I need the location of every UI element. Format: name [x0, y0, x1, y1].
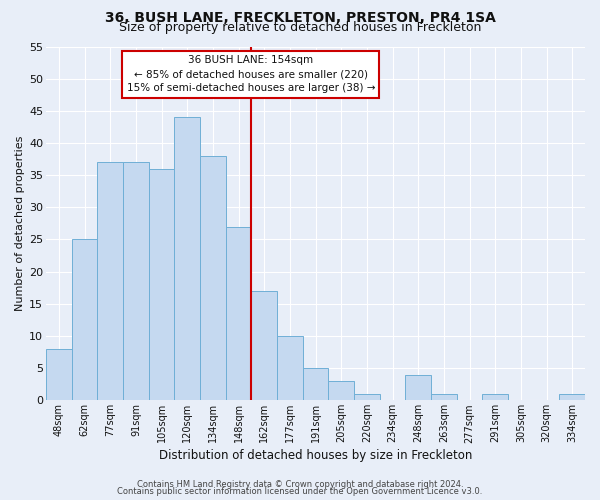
- Bar: [200, 156, 226, 400]
- Text: Contains public sector information licensed under the Open Government Licence v3: Contains public sector information licen…: [118, 487, 482, 496]
- Bar: [97, 162, 123, 400]
- Bar: [226, 226, 251, 400]
- Bar: [149, 168, 175, 400]
- Bar: [559, 394, 585, 400]
- Bar: [431, 394, 457, 400]
- X-axis label: Distribution of detached houses by size in Freckleton: Distribution of detached houses by size …: [159, 450, 472, 462]
- Bar: [72, 240, 97, 400]
- Bar: [482, 394, 508, 400]
- Text: 36 BUSH LANE: 154sqm
← 85% of detached houses are smaller (220)
15% of semi-deta: 36 BUSH LANE: 154sqm ← 85% of detached h…: [127, 56, 375, 94]
- Bar: [251, 291, 277, 401]
- Text: Size of property relative to detached houses in Freckleton: Size of property relative to detached ho…: [119, 21, 481, 34]
- Y-axis label: Number of detached properties: Number of detached properties: [15, 136, 25, 311]
- Bar: [46, 349, 72, 401]
- Bar: [303, 368, 328, 400]
- Text: Contains HM Land Registry data © Crown copyright and database right 2024.: Contains HM Land Registry data © Crown c…: [137, 480, 463, 489]
- Text: 36, BUSH LANE, FRECKLETON, PRESTON, PR4 1SA: 36, BUSH LANE, FRECKLETON, PRESTON, PR4 …: [104, 11, 496, 25]
- Bar: [406, 374, 431, 400]
- Bar: [354, 394, 380, 400]
- Bar: [123, 162, 149, 400]
- Bar: [175, 118, 200, 401]
- Bar: [277, 336, 303, 400]
- Bar: [328, 381, 354, 400]
